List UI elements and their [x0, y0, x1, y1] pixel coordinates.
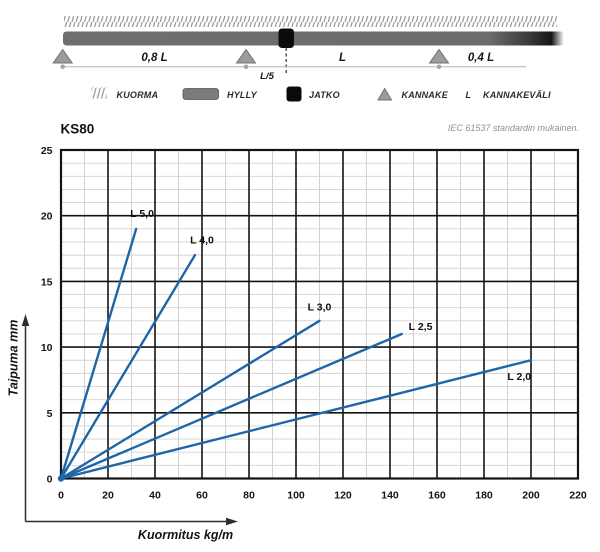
y-tick-label: 25: [41, 145, 53, 157]
x-tick-label: 60: [196, 490, 208, 502]
series-label: L 4,0: [190, 234, 214, 246]
load-hatch: [64, 16, 557, 27]
support-icon: [377, 87, 393, 101]
series-label: L 2,0: [507, 371, 531, 383]
y-tick-label: 5: [47, 408, 53, 420]
y-tick-label: 20: [41, 211, 53, 223]
series-line: [59, 359, 533, 480]
legend-label-kannakevali: KANNAKEVÄLI: [483, 90, 551, 100]
y-tick-label: 0: [47, 474, 53, 486]
origin-point: [57, 475, 65, 482]
x-tick-label: 40: [149, 490, 161, 502]
support-point: [60, 64, 65, 70]
legend-label-hylly: HYLLY: [227, 90, 258, 100]
shelf-beam: [63, 31, 564, 46]
span-label-middle: L: [339, 52, 346, 64]
chart-title: KS80: [61, 122, 95, 137]
series-line: [59, 319, 321, 480]
legend-label-kuorma: KUORMA: [117, 90, 159, 100]
support-triangle-icon: [52, 48, 74, 64]
standard-note: IEC 61537 standardin mukainen.: [448, 123, 579, 133]
joint-icon: [286, 86, 302, 102]
series-line: [59, 227, 138, 480]
series-line: [59, 332, 403, 480]
x-tick-label: 80: [243, 490, 255, 502]
support-point: [243, 64, 249, 70]
span-label-left: 0,8 L: [141, 52, 167, 64]
series-label: L 3,0: [308, 301, 332, 313]
y-tick-label: 15: [41, 276, 53, 288]
plot-border: [59, 148, 580, 480]
y-axis-title: Taipuma mm: [7, 320, 21, 397]
x-tick-label: 20: [102, 490, 114, 502]
shelf-beam-icon: [182, 88, 219, 100]
support-point: [436, 64, 442, 70]
x-tick-label: 160: [428, 490, 446, 502]
support-triangle-icon: [428, 48, 450, 64]
arrow-right-icon: [226, 517, 238, 526]
diagram-legend: KUORMA HYLLY JATKO KANNAKE L KANNAKEVÄLI: [91, 86, 551, 102]
legend-symbol-l: L: [466, 90, 472, 100]
deflection-chart: 0 20 40 60 80 100 120 140 160 180 200 220 0 5 10 15 20 25…: [41, 145, 587, 502]
beam-diagram: 0,8 L L 0,4 L L/5: [52, 16, 564, 82]
joint-offset-label: L/5: [260, 71, 274, 82]
x-tick-label: 220: [569, 490, 587, 502]
series-label: L 5,0: [130, 208, 154, 220]
x-tick-label: 100: [287, 490, 305, 502]
legend-label-jatko: JATKO: [309, 90, 340, 100]
support-triangle-icon: [235, 48, 257, 64]
arrow-up-icon: [21, 314, 30, 326]
x-axis-title: Kuormitus kg/m: [138, 528, 233, 542]
x-tick-label: 200: [522, 490, 540, 502]
load-hatch-icon: [91, 87, 107, 99]
series-line: [59, 253, 197, 480]
joint-marker: [278, 28, 294, 48]
y-tick-label: 10: [41, 342, 53, 354]
x-tick-label: 140: [381, 490, 399, 502]
axis-ornaments: Taipuma mm Kuormitus kg/m: [7, 314, 238, 542]
x-tick-label: 180: [475, 490, 493, 502]
x-tick-label: 0: [58, 490, 64, 502]
span-label-right: 0,4 L: [468, 52, 494, 64]
x-tick-label: 120: [334, 490, 352, 502]
series-label: L 2,5: [409, 321, 433, 333]
legend-label-kannake: KANNAKE: [402, 90, 449, 100]
